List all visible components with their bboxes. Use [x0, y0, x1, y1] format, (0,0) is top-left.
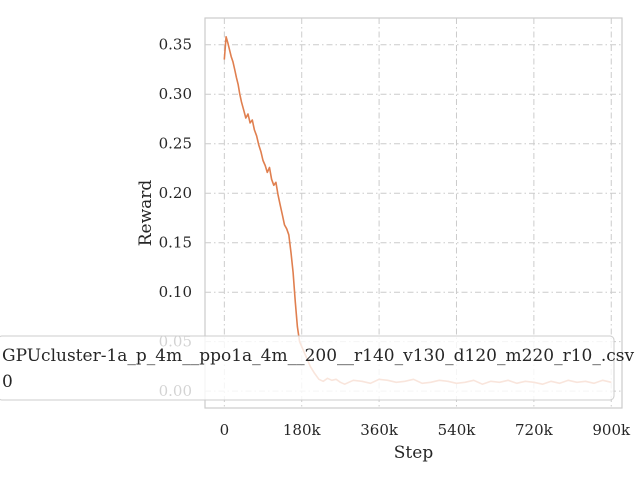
legend: GPUcluster-1a_p_4m__ppo1a_4m__200__r140_… — [0, 335, 634, 401]
x-axis-ticks: 0 180k 360k 540k 720k 900k — [220, 421, 631, 439]
x-tick-label: 360k — [360, 421, 399, 439]
legend-title: GPUcluster-1a_p_4m__ppo1a_4m__200__r140_… — [2, 346, 634, 366]
y-tick-label: 0.10 — [159, 283, 192, 301]
x-tick-label: 900k — [592, 421, 631, 439]
y-axis-title: Reward — [136, 180, 156, 247]
x-axis-title: Step — [394, 443, 434, 463]
plot-frame — [204, 17, 623, 409]
x-tick-label: 180k — [283, 421, 322, 439]
x-tick-label: 0 — [220, 421, 230, 439]
y-tick-label: 0.20 — [159, 184, 192, 202]
x-tick-label: 540k — [438, 421, 477, 439]
legend-entry: 0 — [2, 372, 13, 392]
y-tick-label: 0.35 — [159, 36, 192, 54]
y-tick-label: 0.25 — [159, 135, 192, 153]
y-tick-label: 0.15 — [159, 234, 192, 252]
legend-box — [0, 335, 615, 401]
x-tick-label: 720k — [515, 421, 554, 439]
y-tick-label: 0.30 — [159, 85, 192, 103]
